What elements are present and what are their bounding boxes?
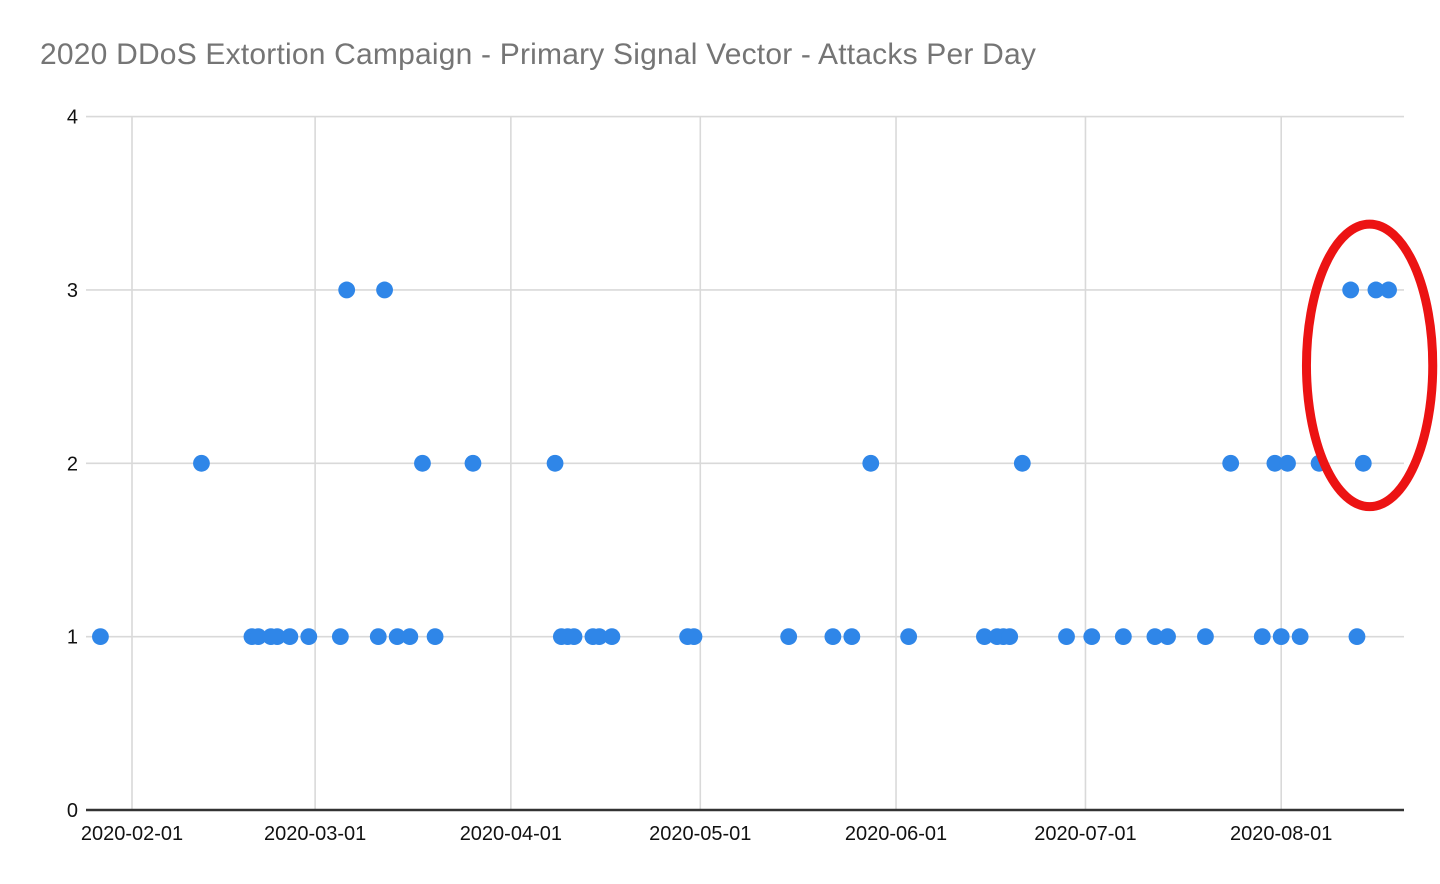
- x-tick-label: 2020-06-01: [845, 823, 947, 845]
- x-tick-label: 2020-05-01: [649, 823, 751, 845]
- data-point: [862, 454, 880, 472]
- chart-title: 2020 DDoS Extortion Campaign - Primary S…: [40, 38, 1037, 71]
- data-point: [590, 628, 608, 646]
- data-point: [1342, 281, 1360, 299]
- data-point: [268, 628, 286, 646]
- data-point: [1279, 454, 1296, 472]
- data-point: [843, 628, 861, 646]
- data-point: [1272, 628, 1290, 646]
- data-point: [281, 628, 299, 646]
- data-point: [1354, 454, 1372, 472]
- x-tick-label: 2020-07-01: [1034, 823, 1136, 845]
- data-point: [780, 628, 798, 646]
- data-point: [376, 281, 393, 299]
- data-point: [900, 628, 918, 646]
- horizontal-gridlines: [86, 115, 1404, 638]
- x-tick-label: 2020-04-01: [460, 823, 562, 845]
- y-tick-label: 3: [67, 280, 78, 302]
- y-tick-label: 2: [67, 453, 78, 475]
- y-tick-label: 0: [67, 800, 78, 822]
- data-point: [92, 628, 109, 646]
- data-point: [1253, 628, 1271, 646]
- data-points: [92, 281, 1397, 646]
- highlight-ellipse: [1301, 219, 1438, 512]
- data-point: [565, 628, 583, 646]
- x-tick-label: 2020-02-01: [81, 823, 183, 845]
- data-point: [414, 454, 431, 472]
- data-point: [401, 628, 419, 646]
- data-point: [300, 628, 318, 646]
- data-point: [193, 454, 210, 472]
- data-point: [546, 454, 564, 472]
- x-axis-tick-labels: 2020-02-01 2020-03-01 2020-04-01 2020-05-01…: [81, 823, 1333, 845]
- data-point: [1159, 628, 1176, 646]
- data-point: [331, 628, 349, 646]
- y-axis-tick-labels: 0 1 2 3 4: [67, 107, 78, 822]
- data-point: [603, 628, 621, 646]
- data-point: [1222, 454, 1240, 472]
- y-tick-label: 4: [67, 107, 78, 129]
- data-point: [1013, 454, 1031, 472]
- data-point: [249, 628, 267, 646]
- data-point: [1380, 281, 1397, 299]
- data-point: [1058, 628, 1075, 646]
- data-point: [976, 628, 993, 646]
- data-point: [369, 628, 387, 646]
- highlight-ellipse-annotation: [1301, 219, 1438, 512]
- data-point: [388, 628, 406, 646]
- data-point: [1001, 628, 1019, 646]
- data-point: [824, 628, 842, 646]
- data-point: [1083, 628, 1101, 646]
- x-tick-label: 2020-08-01: [1230, 823, 1332, 845]
- data-point: [1197, 628, 1214, 646]
- data-point: [1367, 281, 1385, 299]
- y-tick-label: 1: [67, 627, 78, 649]
- data-point: [1146, 628, 1164, 646]
- x-tick-label: 2020-03-01: [264, 823, 366, 845]
- data-point: [1291, 628, 1309, 646]
- data-point: [1266, 454, 1284, 472]
- data-point: [464, 454, 482, 472]
- data-point: [1114, 628, 1132, 646]
- data-point: [685, 628, 703, 646]
- data-point: [338, 281, 356, 299]
- data-point: [426, 628, 444, 646]
- data-point: [1348, 628, 1366, 646]
